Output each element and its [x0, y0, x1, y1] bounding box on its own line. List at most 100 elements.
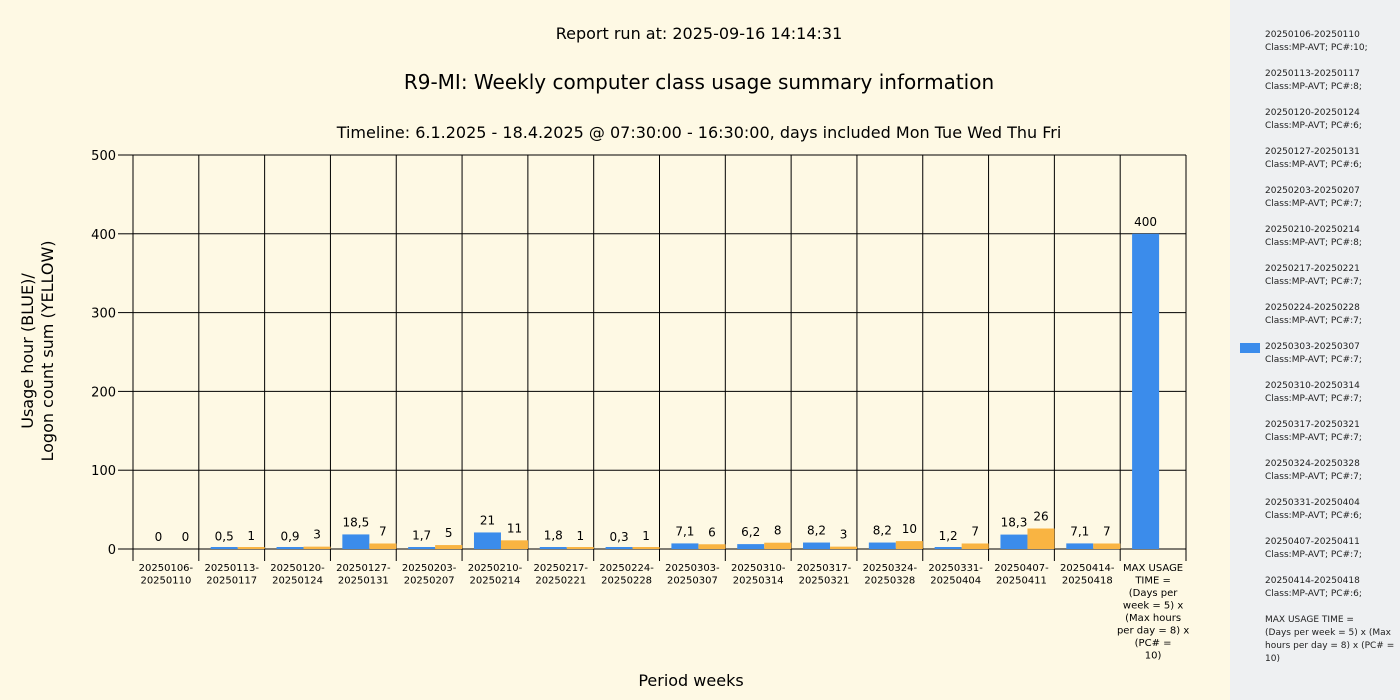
bar-data-label: 7,1 [1070, 524, 1089, 538]
legend-item-period: MAX USAGE TIME = [1265, 615, 1354, 625]
bar [237, 547, 265, 549]
legend-item-period: 20250303-20250307 [1265, 342, 1360, 352]
bar-data-label: 7,1 [675, 524, 694, 538]
legend-item-period: 20250120-20250124 [1265, 108, 1360, 118]
x-tick-label: 20250217-20250221 [534, 563, 589, 587]
x-tick-label: 20250224-20250228 [599, 563, 654, 587]
x-tick-label: 20250317-20250321 [797, 563, 852, 587]
bar-data-label: 0,3 [610, 530, 629, 544]
bar [605, 547, 633, 549]
legend-item: 20250120-20250124 Class:MP-AVT; PC#:6; [1265, 107, 1397, 133]
y-tick-label: 0 [108, 543, 116, 558]
bar [737, 544, 765, 549]
bar-data-label: 7 [971, 524, 979, 538]
y-axis-label-line1: Usage hour (BLUE)/ [18, 273, 37, 429]
bar [1066, 543, 1094, 549]
x-tick-label: 20250331-20250404 [928, 563, 983, 587]
legend-item-detail: Class:MP-AVT; PC#:10; [1265, 43, 1368, 53]
bar [698, 544, 726, 549]
legend-item-detail: (Days per week = 5) x (Max hours per day… [1265, 628, 1395, 664]
x-tick-label: 20250113-20250117 [204, 563, 259, 587]
x-tick-label: 20250310-20250314 [731, 563, 786, 587]
bar-data-label: 7 [1103, 524, 1111, 538]
legend-item-period: 20250224-20250228 [1265, 303, 1360, 313]
legend-item: 20250331-20250404 Class:MP-AVT; PC#:6; [1265, 497, 1397, 523]
bar [961, 543, 989, 549]
legend-item: 20250106-20250110 Class:MP-AVT; PC#:10; [1265, 29, 1397, 55]
legend-item-detail: Class:MP-AVT; PC#:7; [1265, 316, 1362, 326]
bar [895, 541, 923, 549]
bar-data-label: 26 [1033, 510, 1048, 524]
legend-item-detail: Class:MP-AVT; PC#:7; [1265, 355, 1362, 365]
legend-item: 20250203-20250207 Class:MP-AVT; PC#:7; [1265, 185, 1397, 211]
bar-data-label: 400 [1134, 215, 1157, 229]
bar-data-label: 6,2 [741, 525, 760, 539]
legend-item: 20250127-20250131 Class:MP-AVT; PC#:6; [1265, 146, 1397, 172]
legend-item: 20250310-20250314 Class:MP-AVT; PC#:7; [1265, 380, 1397, 406]
legend-item: 20250210-20250214 Class:MP-AVT; PC#:8; [1265, 224, 1397, 250]
bar-data-label: 1 [642, 529, 650, 543]
legend-item-detail: Class:MP-AVT; PC#:8; [1265, 82, 1362, 92]
bar-data-label: 11 [507, 521, 522, 535]
x-tick-label: 20250210-20250214 [468, 563, 523, 587]
legend-item: 20250407-20250411 Class:MP-AVT; PC#:7; [1265, 536, 1397, 562]
x-tick-label: 20250120-20250124 [270, 563, 325, 587]
bars [210, 233, 1160, 550]
bar-data-label: 3 [840, 528, 848, 542]
x-tick-label: 20250414-20250418 [1060, 563, 1115, 587]
bar [276, 547, 304, 549]
legend-item-detail: Class:MP-AVT; PC#:7; [1265, 472, 1362, 482]
bar [342, 534, 370, 549]
bar-data-label: 18,5 [342, 515, 369, 529]
bar [210, 547, 238, 549]
bar [934, 547, 962, 549]
bar [868, 542, 896, 549]
bar-data-label: 1,2 [939, 529, 958, 543]
bar-data-label: 1 [247, 529, 255, 543]
legend-item: 20250113-20250117 Class:MP-AVT; PC#:8; [1265, 68, 1397, 94]
legend-item-detail: Class:MP-AVT; PC#:8; [1265, 238, 1362, 248]
legend-item: 20250224-20250228 Class:MP-AVT; PC#:7; [1265, 302, 1397, 328]
legend-item-detail: Class:MP-AVT; PC#:7; [1265, 550, 1362, 560]
y-axis-label-line2: Logon count sum (YELLOW) [38, 240, 57, 461]
bar [803, 542, 831, 549]
legend-item: 20250317-20250321 Class:MP-AVT; PC#:7; [1265, 419, 1397, 445]
y-tick-label: 300 [91, 307, 116, 322]
legend-item-period: 20250217-20250221 [1265, 264, 1360, 274]
bar-data-label: 3 [313, 528, 321, 542]
legend-item-period: 20250407-20250411 [1265, 537, 1360, 547]
legend-item-period: 20250317-20250321 [1265, 420, 1360, 430]
bar-data-label: 7 [379, 524, 387, 538]
y-tick-label: 200 [91, 385, 116, 400]
bar-data-label: 0,9 [280, 529, 299, 543]
grid-lines [118, 154, 1187, 561]
legend-item: 20250324-20250328 Class:MP-AVT; PC#:7; [1265, 458, 1397, 484]
bar-chart: Report run at: 2025-09-16 14:14:31 R9-MI… [18, 24, 1189, 690]
legend-item-period: 20250113-20250117 [1265, 69, 1360, 79]
chart-subtitle: Timeline: 6.1.2025 - 18.4.2025 @ 07:30:0… [336, 123, 1062, 142]
bar-data-label: 10 [902, 522, 917, 536]
legend-item: 20250414-20250418 Class:MP-AVT; PC#:6; [1265, 575, 1397, 601]
bar [369, 543, 397, 549]
bar-data-label: 18,3 [1001, 516, 1028, 530]
bar [539, 547, 567, 549]
legend-item-period: 20250203-20250207 [1265, 186, 1360, 196]
legend-swatch [1240, 343, 1260, 353]
bar [671, 543, 699, 549]
bar-data-label: 5 [445, 526, 453, 540]
bar [1000, 534, 1028, 549]
bar [408, 547, 436, 549]
legend-item: 20250303-20250307 Class:MP-AVT; PC#:7; [1265, 341, 1397, 367]
legend-item-detail: Class:MP-AVT; PC#:7; [1265, 277, 1362, 287]
bar [830, 546, 858, 549]
bar [1093, 543, 1121, 549]
legend-item: MAX USAGE TIME = (Days per week = 5) x (… [1265, 614, 1397, 666]
legend-item-detail: Class:MP-AVT; PC#:6; [1265, 160, 1362, 170]
axis-ticks: 010020030040050020250106-202501102025011… [91, 149, 1189, 662]
bar-data-label: 8,2 [873, 524, 892, 538]
legend-item-detail: Class:MP-AVT; PC#:7; [1265, 394, 1362, 404]
legend-item-period: 20250414-20250418 [1265, 576, 1360, 586]
bar-data-label: 1 [576, 529, 584, 543]
x-axis-label: Period weeks [638, 671, 743, 690]
legend-panel: 20250106-20250110 Class:MP-AVT; PC#:10; 20… [1230, 0, 1400, 700]
